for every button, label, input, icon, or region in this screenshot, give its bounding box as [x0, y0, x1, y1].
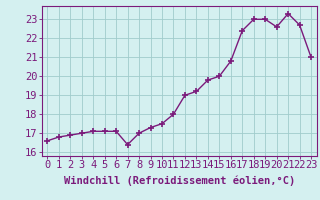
X-axis label: Windchill (Refroidissement éolien,°C): Windchill (Refroidissement éolien,°C) — [64, 176, 295, 186]
